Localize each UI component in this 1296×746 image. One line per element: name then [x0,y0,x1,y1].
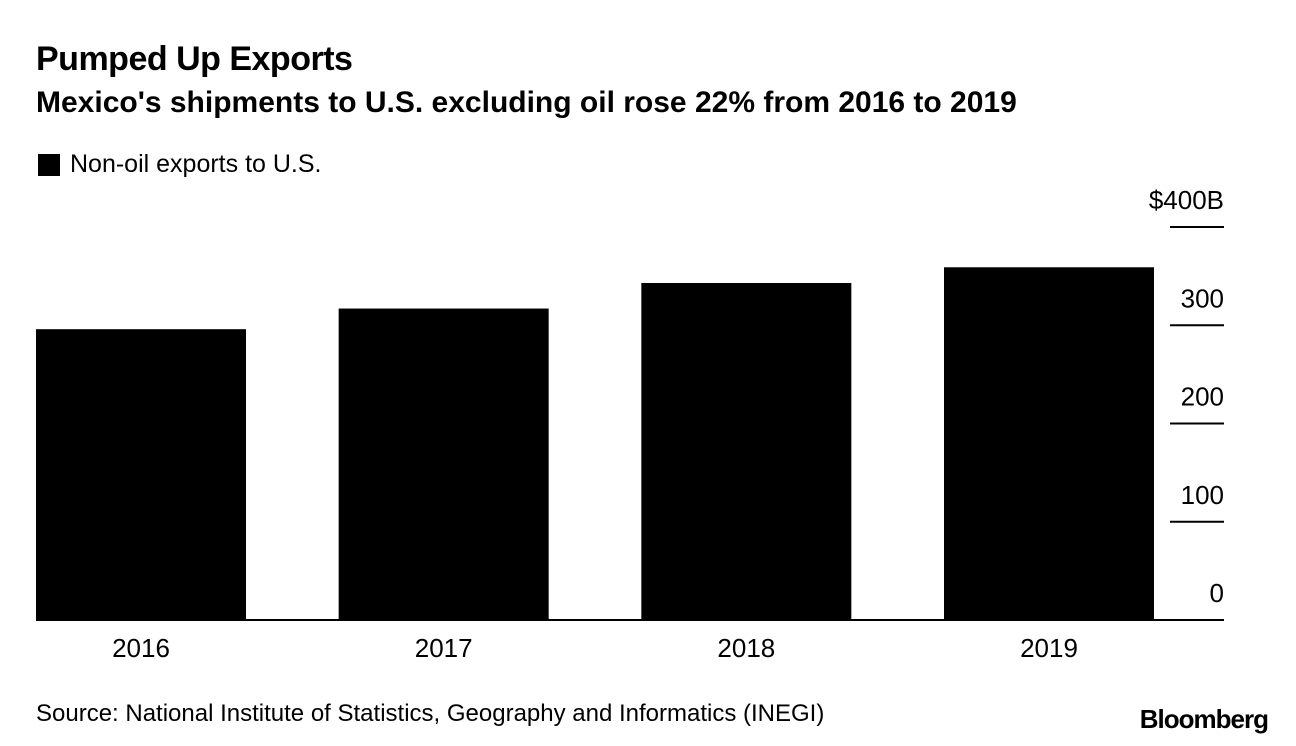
source-note: Source: National Institute of Statistics… [36,700,825,727]
y-tick-label-100: 100 [1181,480,1224,510]
y-tick-label-300: 300 [1181,283,1224,313]
y-tick-label-0: 0 [1210,578,1224,608]
legend: Non-oil exports to U.S. [38,150,322,179]
x-tick-label-2017: 2017 [415,633,473,663]
x-tick-label-2016: 2016 [112,633,170,663]
bar-2019 [944,267,1154,620]
chart-title: Pumped Up Exports [36,40,353,78]
brand-logo: Bloomberg [1139,704,1269,734]
x-tick-label-2018: 2018 [717,633,775,663]
bar-2016 [36,329,246,620]
chart-subtitle: Mexico's shipments to U.S. excluding oil… [36,86,1017,119]
y-tick-label-200: 200 [1181,382,1224,412]
legend-swatch [38,153,60,176]
legend-label: Non-oil exports to U.S. [70,150,322,178]
x-tick-label-2019: 2019 [1020,633,1078,663]
bar-2017 [338,308,549,620]
y-tick-label-400: $400B [1149,185,1224,215]
bar-2018 [641,283,852,620]
